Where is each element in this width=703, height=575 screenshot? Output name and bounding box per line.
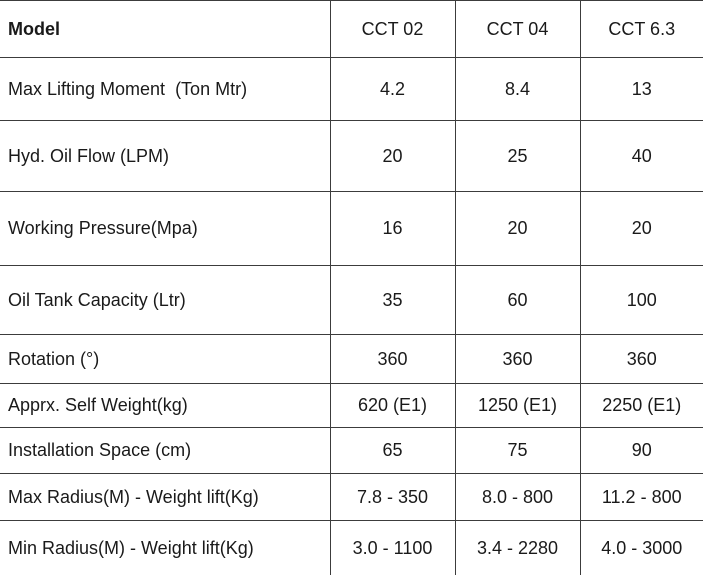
cell-value: 8.4 <box>454 57 580 121</box>
row-label: Min Radius(M) - Weight lift(Kg) <box>0 520 330 575</box>
row-label: Installation Space (cm) <box>0 427 330 474</box>
header-col-cct02: CCT 02 <box>329 0 455 58</box>
row-label: Working Pressure(Mpa) <box>0 191 330 266</box>
row-label: Apprx. Self Weight(kg) <box>0 383 330 428</box>
row-label: Rotation (°) <box>0 334 330 384</box>
header-model: Model <box>0 0 330 58</box>
cell-value: 4.0 - 3000 <box>579 520 703 575</box>
table-row-hyd-oil-flow: Hyd. Oil Flow (LPM) 20 25 40 <box>0 120 703 192</box>
row-label: Oil Tank Capacity (Ltr) <box>0 265 330 335</box>
table-row-installation-space: Installation Space (cm) 65 75 90 <box>0 427 703 474</box>
header-col-cct04: CCT 04 <box>454 0 580 58</box>
table-row-max-radius: Max Radius(M) - Weight lift(Kg) 7.8 - 35… <box>0 473 703 521</box>
cell-value: 75 <box>454 427 580 474</box>
row-label: Max Radius(M) - Weight lift(Kg) <box>0 473 330 521</box>
cell-value: 11.2 - 800 <box>579 473 703 521</box>
table-row-working-pressure: Working Pressure(Mpa) 16 20 20 <box>0 191 703 266</box>
cell-value: 13 <box>579 57 703 121</box>
table-row-oil-tank-capacity: Oil Tank Capacity (Ltr) 35 60 100 <box>0 265 703 335</box>
table-row-rotation: Rotation (°) 360 360 360 <box>0 334 703 384</box>
cell-value: 620 (E1) <box>329 383 455 428</box>
cell-value: 90 <box>579 427 703 474</box>
cell-value: 20 <box>329 120 455 192</box>
cell-value: 7.8 - 350 <box>329 473 455 521</box>
table-row-self-weight: Apprx. Self Weight(kg) 620 (E1) 1250 (E1… <box>0 383 703 428</box>
cell-value: 3.4 - 2280 <box>454 520 580 575</box>
row-label: Max Lifting Moment (Ton Mtr) <box>0 57 330 121</box>
header-col-cct63: CCT 6.3 <box>579 0 703 58</box>
cell-value: 35 <box>329 265 455 335</box>
cell-value: 25 <box>454 120 580 192</box>
cell-value: 360 <box>454 334 580 384</box>
cell-value: 40 <box>579 120 703 192</box>
cell-value: 20 <box>579 191 703 266</box>
row-label: Hyd. Oil Flow (LPM) <box>0 120 330 192</box>
cell-value: 8.0 - 800 <box>454 473 580 521</box>
table-row-max-lifting-moment: Max Lifting Moment (Ton Mtr) 4.2 8.4 13 <box>0 57 703 121</box>
cell-value: 20 <box>454 191 580 266</box>
cell-value: 1250 (E1) <box>454 383 580 428</box>
cell-value: 60 <box>454 265 580 335</box>
cell-value: 3.0 - 1100 <box>329 520 455 575</box>
cell-value: 65 <box>329 427 455 474</box>
cell-value: 360 <box>579 334 703 384</box>
cell-value: 16 <box>329 191 455 266</box>
cell-value: 2250 (E1) <box>579 383 703 428</box>
table-row-min-radius: Min Radius(M) - Weight lift(Kg) 3.0 - 11… <box>0 520 703 575</box>
cell-value: 100 <box>579 265 703 335</box>
header-row: Model CCT 02 CCT 04 CCT 6.3 <box>0 0 703 58</box>
cell-value: 4.2 <box>329 57 455 121</box>
cell-value: 360 <box>329 334 455 384</box>
